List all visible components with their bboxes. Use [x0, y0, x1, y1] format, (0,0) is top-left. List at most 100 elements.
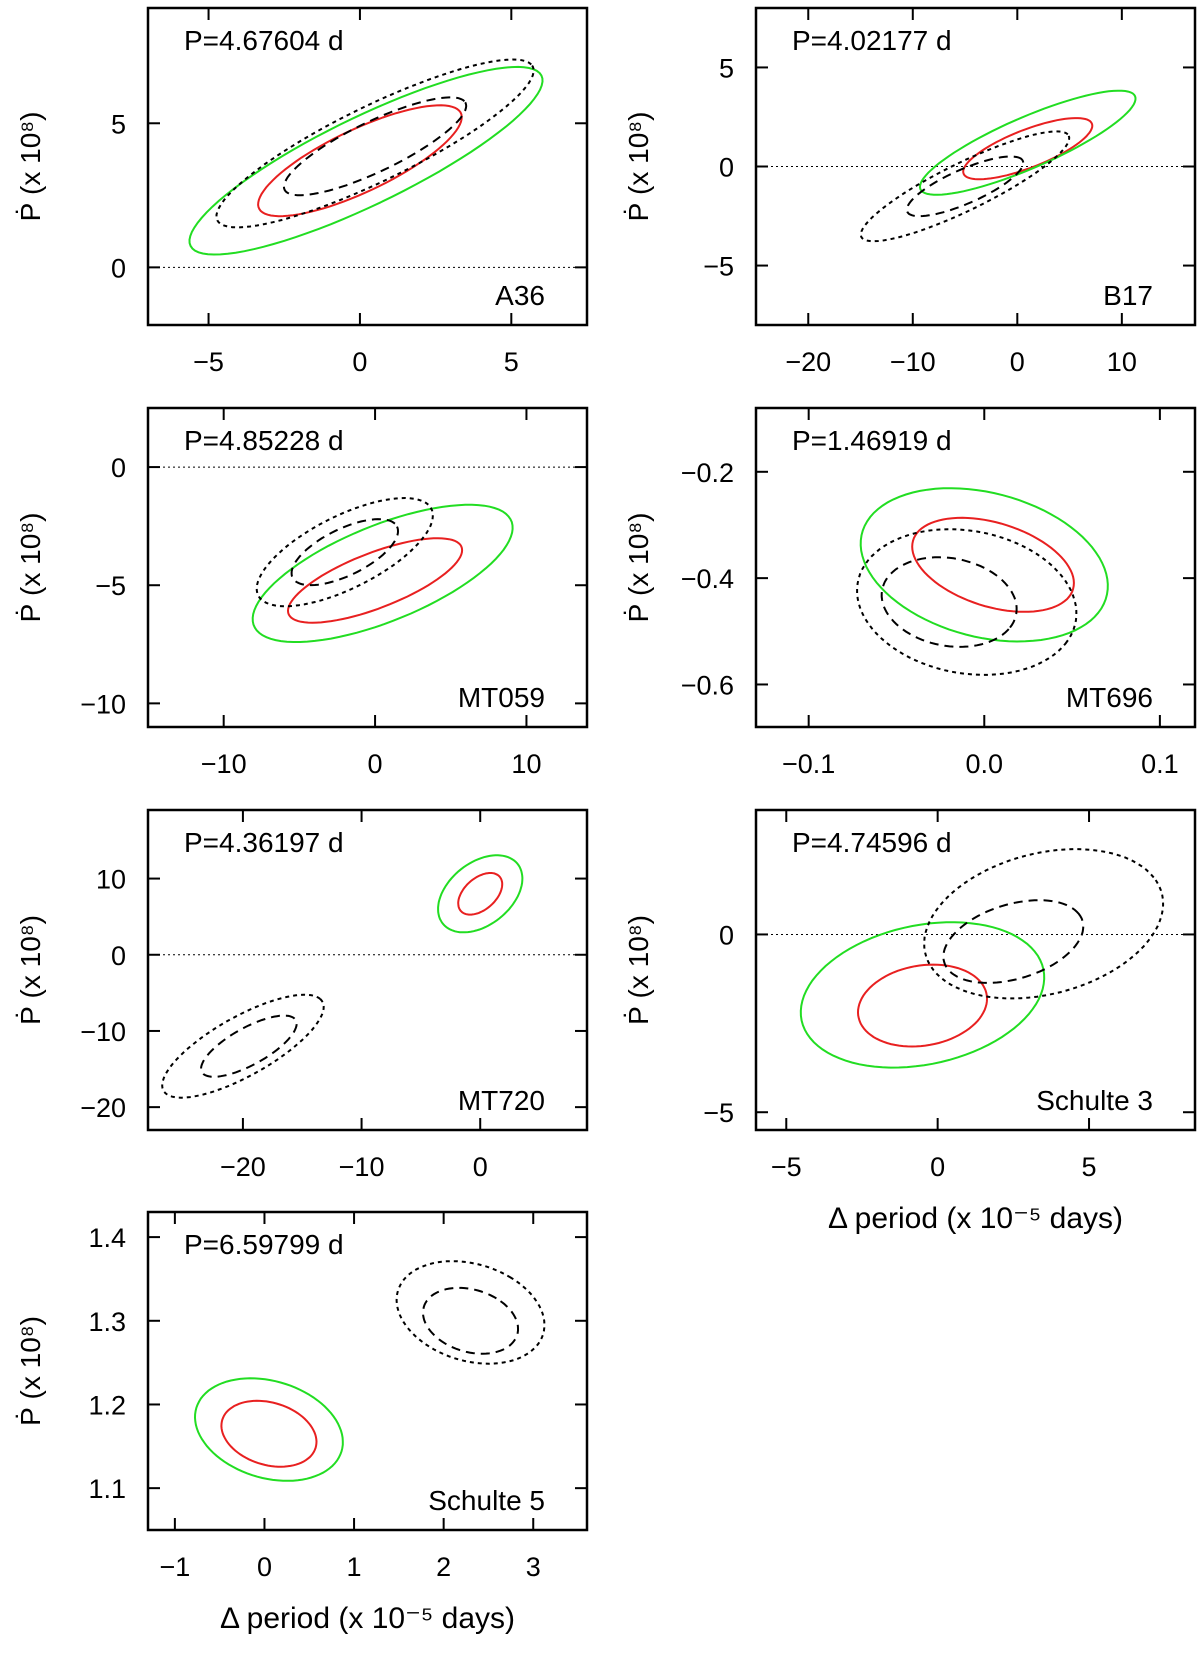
y-axis-label-a36: Ṗ (x 10⁸): [15, 112, 46, 222]
x-tick-label-schulte-5: 0: [257, 1552, 272, 1582]
y-tick-label-mt059: −5: [95, 571, 126, 601]
x-tick-label-a36: 5: [504, 347, 519, 377]
y-tick-label-mt696: −0.2: [681, 458, 734, 488]
period-label-schulte-3: P=4.74596 d: [792, 827, 952, 858]
contour-schulte-5-1-solid: [220, 1399, 318, 1468]
plot-frame-mt696: [754, 406, 1197, 729]
star-name-mt720: MT720: [458, 1085, 545, 1116]
y-tick-label-mt696: −0.6: [681, 670, 734, 700]
contour-mt059-1-solid: [286, 537, 464, 624]
y-tick-label-mt720: −10: [80, 1017, 126, 1047]
y-axis-label-mt059: Ṗ (x 10⁸): [15, 513, 46, 623]
y-tick-label-mt696: −0.4: [681, 564, 734, 594]
y-tick-label-schulte-3: 0: [719, 920, 734, 950]
contour-mt059-4-dotted: [255, 496, 434, 608]
contour-mt720-4-dotted: [161, 993, 325, 1099]
y-tick-label-schulte-5: 1.2: [88, 1390, 126, 1420]
plot-frame-schulte-5: [146, 1210, 589, 1532]
contour-schulte-3-4-dotted: [923, 848, 1165, 1000]
y-tick-label-b17: 0: [719, 153, 734, 183]
y-tick-label-b17: 5: [719, 53, 734, 83]
contour-mt720-3-dashed: [200, 1014, 298, 1078]
x-tick-label-mt720: 0: [473, 1152, 488, 1182]
x-tick-label-a36: −5: [193, 347, 224, 377]
x-tick-label-mt720: −10: [339, 1152, 385, 1182]
contour-mt696-1-solid: [911, 516, 1075, 613]
x-tick-label-schulte-5: 2: [436, 1552, 451, 1582]
contour-schulte-5-4-dotted: [395, 1260, 546, 1365]
plot-frame-mt059: [146, 406, 589, 729]
contour-a36-3-dashed: [282, 96, 468, 197]
contour-mt696-3-dashed: [880, 556, 1018, 648]
period-label-mt696: P=1.46919 d: [792, 425, 952, 456]
y-axis-label-b17: Ṗ (x 10⁸): [623, 112, 654, 222]
contour-b17-3-dashed: [905, 155, 1025, 218]
panel-mt696: −0.1 0.0 0.1 −0.2 −0.4 −0.6 P=1.46919 d MT696 Ṗ …: [623, 406, 1197, 779]
period-label-a36: P=4.67604 d: [184, 25, 344, 56]
y-axis-label-mt696: Ṗ (x 10⁸): [623, 513, 654, 623]
star-name-a36: A36: [495, 280, 545, 311]
star-name-schulte-5: Schulte 5: [428, 1485, 545, 1516]
x-tick-label-mt059: −10: [201, 749, 247, 779]
y-tick-label-mt720: 0: [111, 941, 126, 971]
panel-mt720: −20 −10 0 −20 −10 0 10 P=4.36197 d MT720 Ṗ (x 10⁸…: [15, 808, 589, 1182]
contour-a36-2-solid: [188, 65, 544, 256]
y-tick-label-a36: 5: [111, 109, 126, 139]
x-tick-label-b17: −20: [785, 347, 831, 377]
y-tick-label-schulte-5: 1.3: [88, 1307, 126, 1337]
x-axis-label-schulte-5: Δ period (x 10⁻⁵ days): [220, 1602, 515, 1635]
contour-mt696-2-solid: [859, 487, 1109, 643]
y-tick-label-b17: −5: [703, 252, 734, 282]
period-label-mt720: P=4.36197 d: [184, 827, 344, 858]
contour-mt696-4-dotted: [856, 528, 1078, 676]
plot-frame-schulte-3: [754, 808, 1197, 1132]
x-tick-label-mt696: 0.0: [966, 749, 1004, 779]
y-tick-label-mt720: 10: [96, 865, 126, 895]
x-tick-label-schulte-3: −5: [771, 1152, 802, 1182]
contour-schulte-3-1-solid: [856, 963, 989, 1048]
panel-schulte-5: −1 0 1 2 3 1.1 1.2 1.3 1.4 P=6.59799 d Schulte 5 Ṗ …: [15, 1210, 589, 1635]
y-tick-label-a36: 0: [111, 253, 126, 283]
y-tick-label-mt720: −20: [80, 1093, 126, 1123]
panel-a36: −5 0 5 0 5 P=4.67604 d A36 Ṗ (x 10⁸): [15, 6, 589, 377]
x-tick-label-b17: 10: [1107, 347, 1137, 377]
contour-schulte-5-3-dashed: [421, 1286, 519, 1355]
period-label-b17: P=4.02177 d: [792, 25, 952, 56]
x-tick-label-a36: 0: [352, 347, 367, 377]
star-name-schulte-3: Schulte 3: [1036, 1085, 1153, 1116]
panel-mt059: −10 0 10 −10 −5 0 P=4.85228 d MT059 Ṗ (x 10⁸): [15, 406, 589, 779]
contour-a36-4-dotted: [215, 58, 535, 229]
contour-b17-1-solid: [962, 117, 1094, 181]
y-tick-label-schulte-5: 1.1: [88, 1474, 126, 1504]
x-tick-label-mt720: −20: [220, 1152, 266, 1182]
x-axis-label-schulte-3: Δ period (x 10⁻⁵ days): [828, 1202, 1123, 1235]
y-axis-label-schulte-3: Ṗ (x 10⁸): [623, 915, 654, 1025]
y-tick-label-mt059: −10: [80, 689, 126, 719]
y-tick-label-schulte-3: −5: [703, 1098, 734, 1128]
plot-frame-mt720: [146, 808, 589, 1132]
y-axis-label-schulte-5: Ṗ (x 10⁸): [15, 1316, 46, 1426]
x-tick-label-schulte-3: 0: [930, 1152, 945, 1182]
contour-schulte-5-2-solid: [193, 1377, 344, 1482]
x-tick-label-b17: 0: [1010, 347, 1025, 377]
star-name-mt059: MT059: [458, 682, 545, 713]
panel-schulte-3: −5 0 5 −5 0 P=4.74596 d Schulte 3 Ṗ (x 10⁸) Δ pe…: [623, 808, 1197, 1235]
contour-a36-1-solid: [257, 104, 463, 218]
y-tick-label-mt059: 0: [111, 453, 126, 483]
contour-b17-2-solid: [918, 89, 1137, 196]
x-tick-label-mt059: 0: [368, 749, 383, 779]
y-axis-label-mt720: Ṗ (x 10⁸): [15, 915, 46, 1025]
period-label-mt059: P=4.85228 d: [184, 425, 344, 456]
x-tick-label-schulte-5: 1: [347, 1552, 362, 1582]
period-label-schulte-5: P=6.59799 d: [184, 1229, 344, 1260]
contour-mt059-3-dashed: [290, 518, 400, 587]
panel-b17: −20 −10 0 10 −5 0 5 P=4.02177 d B17 Ṗ (x 10⁸): [623, 6, 1197, 377]
contour-b17-4-dotted: [859, 130, 1071, 243]
contour-schulte-3-3-dashed: [942, 899, 1085, 984]
y-tick-label-schulte-5: 1.4: [88, 1223, 126, 1253]
star-name-b17: B17: [1103, 280, 1153, 311]
x-tick-label-schulte-5: −1: [159, 1552, 190, 1582]
x-tick-label-mt059: 10: [511, 749, 541, 779]
contour-schulte-3-2-solid: [799, 921, 1046, 1069]
